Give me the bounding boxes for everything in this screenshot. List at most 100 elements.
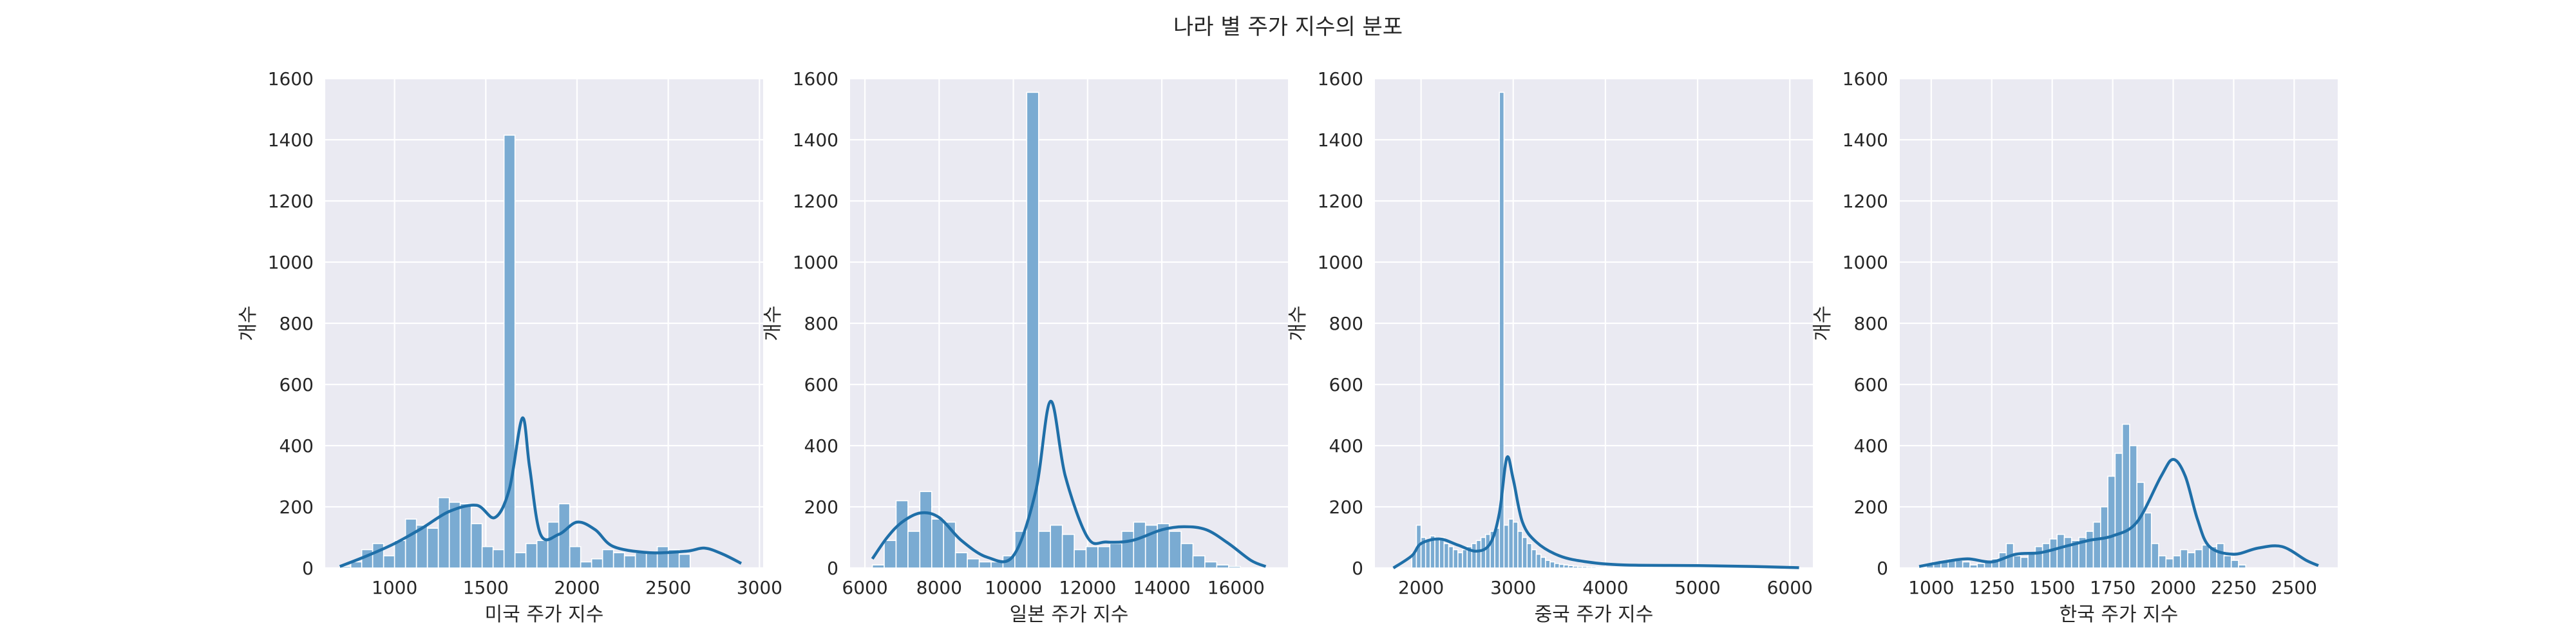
histogram-bar bbox=[1535, 553, 1542, 569]
histogram-bar bbox=[2187, 552, 2196, 569]
kde-line bbox=[1918, 458, 2319, 568]
histogram-bar bbox=[2049, 538, 2058, 569]
histogram-bar bbox=[2020, 556, 2029, 569]
histogram-bar bbox=[1600, 566, 1606, 569]
histogram-bar bbox=[1508, 518, 1514, 569]
histogram-bar bbox=[536, 540, 549, 569]
histogram-bar bbox=[1168, 531, 1182, 569]
histogram-bar bbox=[1085, 545, 1099, 569]
histogram-bar bbox=[2136, 482, 2145, 569]
histogram-bar bbox=[967, 558, 980, 569]
histogram-bar bbox=[580, 561, 592, 569]
histogram-bar bbox=[2223, 555, 2232, 569]
histogram-bar bbox=[1710, 567, 1717, 569]
x-tick-label: 6000 bbox=[842, 577, 887, 598]
histogram-bar bbox=[678, 553, 691, 569]
chart-panel-1: 0 200 400 600 800 1000 1200 1400 1600 1000 1500 200… bbox=[237, 68, 782, 626]
y-tick-label: 200 bbox=[1854, 497, 1888, 518]
y-tick-label: 1200 bbox=[793, 191, 838, 212]
y-tick-label: 1200 bbox=[1318, 191, 1363, 212]
histogram-bar bbox=[1037, 531, 1051, 569]
histogram-bar bbox=[1660, 567, 1666, 569]
histogram-bar bbox=[372, 543, 384, 569]
histogram-bar bbox=[2063, 536, 2072, 569]
y-tick-label: 800 bbox=[804, 313, 838, 334]
histogram-bar bbox=[558, 503, 571, 569]
histogram-bar bbox=[645, 552, 658, 569]
histogram-bar bbox=[1955, 560, 1964, 569]
histogram-bar bbox=[1517, 531, 1523, 569]
figure-title: 나라 별 주가 지수의 분포 bbox=[1173, 14, 1403, 40]
histogram-bar bbox=[954, 552, 968, 569]
histogram-bar bbox=[1192, 555, 1206, 569]
x-tick-label: 2250 bbox=[2211, 577, 2257, 598]
histogram-bar bbox=[2085, 531, 2094, 569]
histogram-bar bbox=[2092, 521, 2101, 569]
y-axis-label: 개수 bbox=[1812, 305, 1834, 341]
histogram-bar bbox=[931, 518, 945, 569]
histogram-bar bbox=[1457, 552, 1463, 569]
x-tick-label: 1750 bbox=[2090, 577, 2136, 598]
histogram-bar bbox=[492, 549, 505, 569]
chart-panel-2: 0 200 400 600 800 1000 1200 1400 1600 6000 8000 100… bbox=[762, 68, 1288, 626]
histogram-bar bbox=[1434, 538, 1441, 569]
histogram-bar bbox=[404, 518, 417, 569]
histogram-bar bbox=[1484, 533, 1491, 569]
histogram-bar bbox=[1715, 567, 1721, 569]
kde-line bbox=[871, 399, 1267, 568]
x-tick-label: 12000 bbox=[1059, 577, 1116, 598]
histogram-bar bbox=[547, 521, 560, 569]
histogram-bar bbox=[2150, 543, 2159, 569]
chart-panel-4: 0 200 400 600 800 1000 1200 1400 1600 1000 1250 150… bbox=[1812, 68, 2338, 626]
histogram-bar bbox=[426, 527, 439, 569]
histogram-bar bbox=[591, 558, 603, 569]
histogram-bar bbox=[1720, 567, 1726, 569]
histogram-bar bbox=[1665, 567, 1671, 569]
histogram-bar bbox=[481, 545, 494, 569]
y-tick-label: 600 bbox=[1854, 374, 1888, 395]
histogram-bar bbox=[1567, 565, 1574, 569]
histogram-bar bbox=[1443, 543, 1450, 569]
histogram-bar bbox=[2034, 545, 2043, 569]
x-tick-label: 2000 bbox=[1398, 577, 1444, 598]
histogram-bar bbox=[1074, 549, 1087, 569]
y-tick-label: 1000 bbox=[793, 252, 838, 273]
x-tick-label: 1000 bbox=[372, 577, 417, 598]
histogram-bar bbox=[1133, 521, 1146, 569]
y-tick-label: 600 bbox=[279, 374, 314, 395]
histogram-bar bbox=[2129, 445, 2137, 569]
histogram-bar bbox=[2056, 533, 2065, 569]
histogram-bar bbox=[2027, 552, 2036, 569]
histogram-bar bbox=[2230, 560, 2239, 569]
histogram-bar bbox=[1475, 540, 1482, 569]
x-tick-label: 1500 bbox=[2029, 577, 2075, 598]
histogram-bar bbox=[1471, 543, 1477, 569]
histogram-bar bbox=[514, 552, 527, 569]
histogram-bar bbox=[1540, 556, 1546, 569]
histogram-bar bbox=[383, 555, 395, 569]
x-axis-label: 중국 주가 지수 bbox=[1535, 603, 1654, 626]
y-tick-label: 1000 bbox=[1318, 252, 1363, 273]
x-tick-label: 2000 bbox=[2150, 577, 2196, 598]
histogram-bar bbox=[1026, 91, 1039, 569]
histogram-bar bbox=[1586, 566, 1593, 569]
histogram-bar bbox=[1609, 566, 1616, 569]
y-tick-label: 1400 bbox=[268, 129, 314, 151]
histogram-bar bbox=[1633, 567, 1638, 569]
histogram-bar bbox=[1692, 567, 1698, 569]
histogram-bar bbox=[943, 521, 956, 569]
histogram-bar bbox=[601, 549, 614, 569]
y-tick-label: 800 bbox=[279, 313, 314, 334]
x-tick-label: 2500 bbox=[645, 577, 691, 598]
histogram-bar bbox=[1962, 561, 1971, 569]
histogram-bar bbox=[895, 500, 909, 569]
histogram-bar bbox=[1554, 563, 1560, 569]
histogram-bar bbox=[1531, 549, 1537, 569]
x-axis-label: 한국 주가 지수 bbox=[2060, 603, 2179, 626]
histogram-bar bbox=[459, 503, 472, 569]
y-tick-label: 800 bbox=[1329, 313, 1363, 334]
histogram-bar bbox=[2041, 543, 2050, 569]
y-tick-label: 400 bbox=[279, 435, 314, 457]
y-tick-label: 1000 bbox=[1842, 252, 1888, 273]
